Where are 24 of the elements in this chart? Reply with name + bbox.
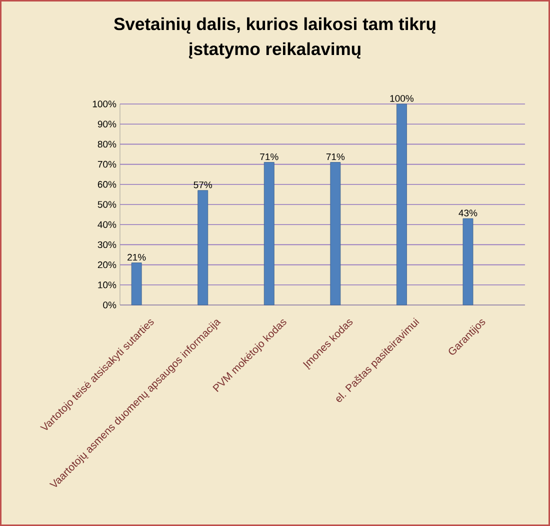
y-tick-label: 70% xyxy=(98,160,116,168)
data-label: 43% xyxy=(458,210,478,216)
data-label: 21% xyxy=(128,254,146,261)
y-tick-label: 40% xyxy=(98,221,116,228)
y-tick-label: 60% xyxy=(98,181,116,188)
bar xyxy=(330,162,341,306)
bar xyxy=(198,190,208,306)
data-label: 100% xyxy=(390,95,414,102)
bar xyxy=(131,262,142,306)
y-tick-label: 20% xyxy=(98,261,116,268)
data-label: 71% xyxy=(260,153,278,160)
data-label: 57% xyxy=(194,182,212,188)
y-tick-label: 0% xyxy=(103,302,116,308)
bar xyxy=(264,162,274,306)
bar xyxy=(462,218,474,306)
bar xyxy=(396,104,407,306)
y-tick-label: 90% xyxy=(98,120,116,128)
y-tick-label: 100% xyxy=(92,100,116,108)
y-tick-label: 50% xyxy=(98,201,116,208)
data-label: 71% xyxy=(326,153,345,160)
y-tick-label: 30% xyxy=(98,241,116,248)
y-tick-label: 10% xyxy=(98,282,116,288)
y-tick-label: 80% xyxy=(98,140,116,148)
chart-title: Svetainių dalis, kurios laikosi tam tikrų įstatymo reikalavimų xyxy=(114,17,436,59)
